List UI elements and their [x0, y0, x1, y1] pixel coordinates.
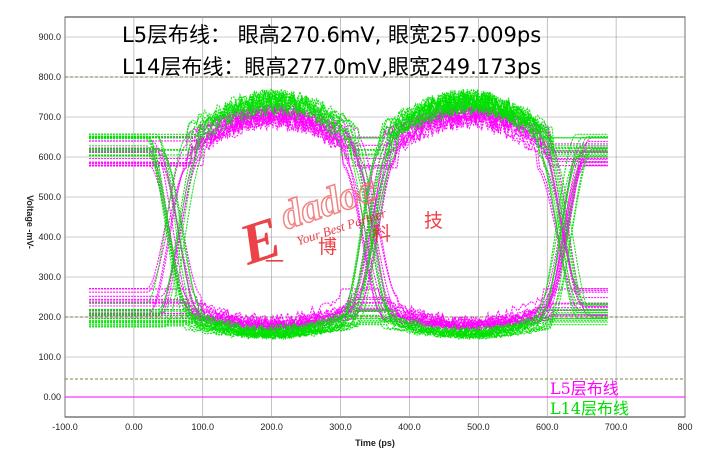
y-tick-label: 0.00 [43, 392, 61, 402]
svg-text:博: 博 [318, 236, 337, 258]
y-tick-label: 300.0 [38, 272, 61, 282]
x-tick-label: 700.0 [605, 422, 628, 432]
eye-trace [89, 105, 608, 308]
eye-trace [89, 105, 608, 333]
eye-trace [89, 90, 608, 340]
eye-trace [89, 90, 608, 340]
eye-trace [89, 137, 608, 339]
x-tick-label: 600.0 [536, 422, 559, 432]
eye-trace [89, 90, 608, 328]
eye-trace [89, 92, 608, 340]
x-tick-label: 800 [677, 422, 692, 432]
eye-trace [89, 161, 608, 332]
eye-trace [89, 149, 608, 340]
x-tick-label: -100.0 [52, 422, 78, 432]
x-tick-label: 400.0 [398, 422, 421, 432]
y-tick-label: 400.0 [38, 232, 61, 242]
eye-trace [89, 324, 608, 341]
eye-trace [89, 318, 608, 341]
legend-item-l14: L14层布线 [550, 399, 629, 418]
x-tick-label: 0.00 [125, 422, 143, 432]
eye-trace [89, 103, 608, 331]
x-axis-title: Time (ps) [355, 438, 395, 448]
eye-trace [89, 154, 608, 340]
eye-trace [89, 95, 608, 336]
title-line-l5: L5层布线： 眼高270.6mV, 眼宽257.009ps [122, 23, 541, 47]
title-line-l14: L14层布线：眼高277.0mV,眼宽249.173ps [122, 55, 541, 79]
x-tick-label: 500.0 [467, 422, 490, 432]
svg-text:科: 科 [372, 223, 391, 245]
y-axis-ticks: 0.00 100.0 200.0 300.0 400.0 500.0 600.0 700.0 8… [38, 32, 61, 402]
svg-text:一: 一 [265, 252, 284, 273]
series-traces-1 [89, 86, 608, 341]
eye-trace [89, 90, 608, 340]
eye-trace [89, 90, 608, 319]
y-tick-label: 900.0 [38, 32, 61, 42]
eye-trace [89, 309, 608, 340]
eye-trace [89, 92, 608, 338]
x-tick-label: 300.0 [329, 422, 352, 432]
eye-trace [89, 105, 608, 331]
y-tick-label: 800.0 [38, 72, 61, 82]
eye-trace [89, 302, 608, 332]
y-tick-label: 500.0 [38, 192, 61, 202]
y-axis-title: Voltage -mV- [25, 195, 35, 249]
y-tick-label: 100.0 [38, 352, 61, 362]
y-tick-label: 600.0 [38, 152, 61, 162]
y-tick-label: 200.0 [38, 312, 61, 322]
eye-trace [89, 106, 608, 293]
eye-trace [89, 105, 608, 330]
x-axis-ticks: -100.0 0.00 100.0 200.0 300.0 400.0 500.0 600.0… [52, 422, 692, 432]
x-tick-label: 200.0 [260, 422, 283, 432]
eye-trace [89, 148, 608, 339]
eye-trace [89, 105, 608, 332]
eye-traces [89, 86, 608, 341]
x-tick-label: 100.0 [192, 422, 215, 432]
eye-trace [89, 288, 608, 330]
legend-item-l5: L5层布线 [550, 379, 619, 398]
y-tick-label: 700.0 [38, 112, 61, 122]
reference-lines [65, 76, 685, 398]
eye-trace [89, 90, 608, 339]
svg-text:技: 技 [424, 210, 443, 232]
eye-trace [89, 135, 608, 340]
